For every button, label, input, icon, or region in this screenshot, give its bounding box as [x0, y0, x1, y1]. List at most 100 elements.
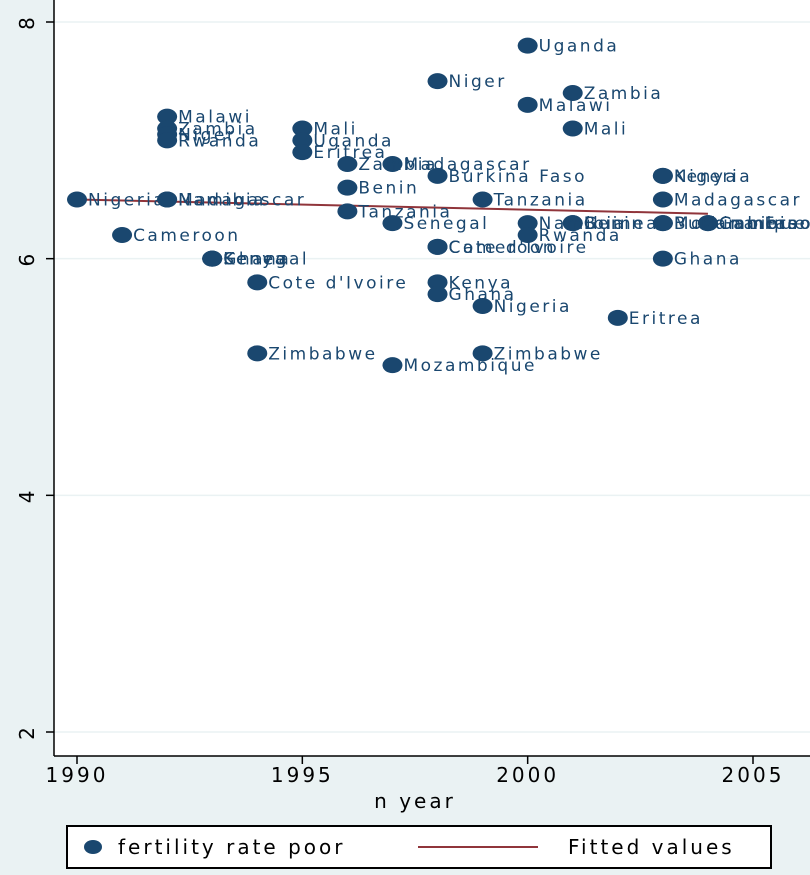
- point-label: Rwanda: [539, 226, 622, 246]
- point-labels: NigeriaCameroonMalawiZambiaNigerRwandaMa…: [88, 37, 810, 376]
- data-point: [67, 191, 87, 208]
- x-axis-title: n year: [374, 789, 456, 813]
- point-label: Mozambique: [403, 356, 537, 376]
- y-tick-label-2: 2: [15, 724, 39, 740]
- data-point: [427, 286, 448, 303]
- data-point: [427, 73, 448, 90]
- point-label: Kenya: [674, 167, 739, 187]
- point-label: Gambia: [719, 214, 800, 234]
- point-label: Zambia: [584, 84, 664, 104]
- point-label: Uganda: [313, 131, 394, 151]
- legend-label-fitted: Fitted values: [568, 835, 735, 859]
- legend-line-swatch: [418, 846, 538, 848]
- data-point: [337, 179, 358, 196]
- y-tick-label-8: 8: [15, 14, 39, 30]
- data-point: [472, 345, 493, 362]
- data-point: [157, 191, 178, 208]
- x-tick-label-1990: 1990: [46, 763, 109, 787]
- point-label: Tanzania: [357, 202, 452, 222]
- data-point: [652, 167, 673, 184]
- data-point: [652, 250, 673, 267]
- data-point: [607, 309, 628, 326]
- x-tick-label-2005: 2005: [722, 763, 785, 787]
- data-point: [382, 156, 403, 172]
- point-label: Malawi: [539, 96, 613, 116]
- y-tick-label-6: 6: [15, 251, 39, 267]
- point-label: Kenya: [449, 273, 514, 293]
- data-point: [427, 167, 448, 184]
- point-label: Zambia: [178, 120, 258, 140]
- data-point: [562, 85, 583, 101]
- point-label: Tanzania: [493, 191, 588, 211]
- data-point: [697, 215, 718, 232]
- data-point: [427, 274, 448, 291]
- point-label: Mozambique: [674, 214, 808, 234]
- fitted-line: [76, 198, 708, 215]
- point-label: Niger: [449, 72, 507, 92]
- legend-item-fitted: Fitted values: [418, 827, 735, 867]
- point-label: Eritrea: [313, 143, 387, 163]
- point-label: Rwanda: [178, 131, 261, 151]
- point-label: Cameroon: [719, 214, 810, 234]
- point-label: Ghana: [449, 285, 517, 305]
- point-label: Kenya: [223, 250, 288, 270]
- data-point: [292, 144, 313, 161]
- plot-area: [54, 0, 810, 756]
- y-tick-label-4: 4: [15, 487, 39, 503]
- point-label: Benin: [358, 179, 419, 199]
- legend: fertility rate poor Fitted values: [66, 825, 772, 869]
- point-label: Benin: [584, 214, 645, 234]
- point-label: Guinea: [584, 214, 659, 234]
- point-label: Cote d'Ivoire: [449, 238, 589, 258]
- data-point: [112, 227, 133, 243]
- point-label: Namibia: [178, 191, 266, 211]
- point-label: Zimbabwe: [494, 344, 603, 364]
- data-point: [472, 191, 493, 208]
- data-point: [292, 120, 313, 137]
- data-point: [337, 203, 358, 220]
- point-label: Madagascar: [178, 191, 306, 211]
- point-label: Senegal: [403, 214, 489, 234]
- point-label: Eritrea: [629, 309, 703, 329]
- point-label: Namibia: [539, 214, 627, 234]
- data-point: [202, 250, 223, 267]
- data-point: [472, 298, 493, 314]
- point-label: Nigeria: [494, 297, 572, 317]
- point-label: Zimbabwe: [268, 344, 377, 364]
- data-points: [67, 37, 718, 374]
- point-label: Burkina Faso: [674, 214, 810, 234]
- point-label: Cameroon: [133, 226, 241, 246]
- point-label: Cote d'Ivoire: [268, 273, 408, 293]
- point-label: Mali: [313, 120, 358, 140]
- point-label: Ghana: [674, 250, 742, 270]
- data-point: [157, 108, 178, 125]
- data-point: [382, 215, 403, 232]
- point-label: Cameroon: [449, 238, 557, 258]
- point-label: Madagascar: [674, 191, 802, 211]
- point-label: Madagascar: [403, 155, 531, 175]
- data-point: [292, 132, 313, 149]
- fitted-values-line: [76, 198, 708, 215]
- data-point: [382, 357, 403, 374]
- point-label: Zambia: [358, 155, 438, 175]
- point-label: Burkina Faso: [449, 167, 587, 187]
- legend-dot-marker: [84, 840, 102, 854]
- data-point: [517, 227, 538, 243]
- legend-label-points: fertility rate poor: [118, 835, 346, 859]
- point-label: Mali: [584, 120, 629, 140]
- data-point: [337, 156, 358, 172]
- legend-item-points: fertility rate poor: [84, 827, 346, 867]
- point-label: Niger: [178, 125, 236, 145]
- data-point: [427, 238, 448, 255]
- data-point: [517, 215, 538, 232]
- data-point: [652, 191, 673, 208]
- data-point: [517, 37, 538, 54]
- point-label: Malawi: [178, 108, 252, 128]
- point-label: Nigeria: [674, 167, 752, 187]
- data-point: [157, 132, 178, 149]
- point-label: Ghana: [223, 250, 291, 270]
- x-tick-label-2000: 2000: [496, 763, 559, 787]
- data-point: [562, 215, 583, 232]
- point-label: Nigeria: [88, 191, 166, 211]
